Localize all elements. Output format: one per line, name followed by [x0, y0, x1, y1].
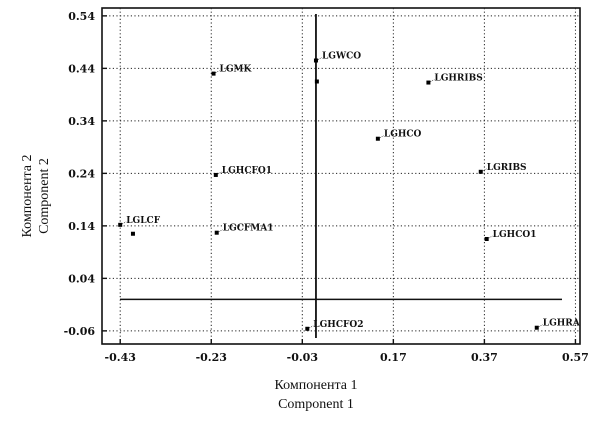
data-point [314, 79, 319, 84]
data-point [118, 222, 123, 227]
point-leader [217, 171, 222, 175]
tick-labels: -0.43 -0.23 -0.03 0.17 0.37 0.57 -0.06 0.04 0.14… [64, 10, 589, 364]
data-point [130, 231, 135, 236]
y-axis-title-line-1: Компонента 2 [20, 155, 35, 238]
x-tick-label: 0.37 [471, 351, 498, 364]
point-label: LGCFMA1 [223, 224, 274, 234]
point-leader [538, 324, 543, 328]
x-axis-title-line-2: Component 1 [278, 397, 354, 412]
point-label: LGHRA [543, 319, 581, 329]
y-tick-label: -0.06 [64, 325, 96, 338]
data-point [534, 325, 539, 330]
y-tick-label: 0.14 [68, 220, 95, 233]
data-point [214, 230, 219, 235]
point-leader [488, 235, 493, 239]
point-label: LGLCF [126, 216, 161, 226]
data-point [211, 71, 216, 76]
point-leader [122, 221, 127, 225]
data-point [305, 326, 310, 331]
point-label: LGHCFO2 [313, 320, 363, 330]
point-label: LGWCO [322, 52, 361, 62]
grid-layer [102, 8, 580, 344]
data-point [375, 136, 380, 141]
point-leader [317, 57, 323, 60]
point-label: LGRIBS [487, 163, 527, 173]
y-axis-title: Компонента 2 Component 2 [20, 155, 52, 238]
x-tick-label: -0.43 [105, 351, 136, 364]
point-leader [218, 229, 223, 233]
data-point [213, 172, 218, 177]
x-axis-title-line-1: Компонента 1 [275, 378, 358, 393]
y-tick-label: 0.04 [68, 272, 95, 285]
data-point [426, 80, 431, 85]
data-points: LGMK LGWCO LGHRIBS LGHCO LGHCFO1 LGRIBS LGLCF L… [118, 52, 581, 331]
y-tick-label: 0.34 [68, 115, 95, 128]
point-label: LGHCFO1 [222, 166, 272, 176]
point-label: LGHRIBS [434, 74, 482, 84]
y-tick-label: 0.44 [68, 62, 95, 75]
point-leader [309, 325, 314, 329]
point-label: LGHCO [384, 130, 422, 140]
data-point [484, 237, 489, 241]
y-tick-label: 0.54 [68, 10, 95, 23]
x-tick-label: 0.17 [380, 351, 407, 364]
y-axis-title-line-2: Component 2 [37, 158, 52, 234]
data-point [478, 169, 483, 174]
plot-frame [101, 7, 581, 345]
x-tick-label: -0.23 [196, 351, 227, 364]
point-label: LGHCO1 [493, 230, 537, 240]
x-axis-title: Компонента 1 Component 1 [275, 378, 358, 412]
x-tick-label: -0.03 [287, 351, 318, 364]
y-tick-label: 0.24 [68, 167, 95, 180]
point-leader [379, 135, 385, 139]
data-point [313, 58, 318, 63]
point-leader [430, 79, 435, 82]
x-tick-label: 0.57 [562, 351, 589, 364]
point-leader [215, 70, 220, 73]
point-label: LGMK [220, 65, 253, 75]
point-leader [482, 168, 487, 172]
reference-lines [120, 14, 562, 338]
